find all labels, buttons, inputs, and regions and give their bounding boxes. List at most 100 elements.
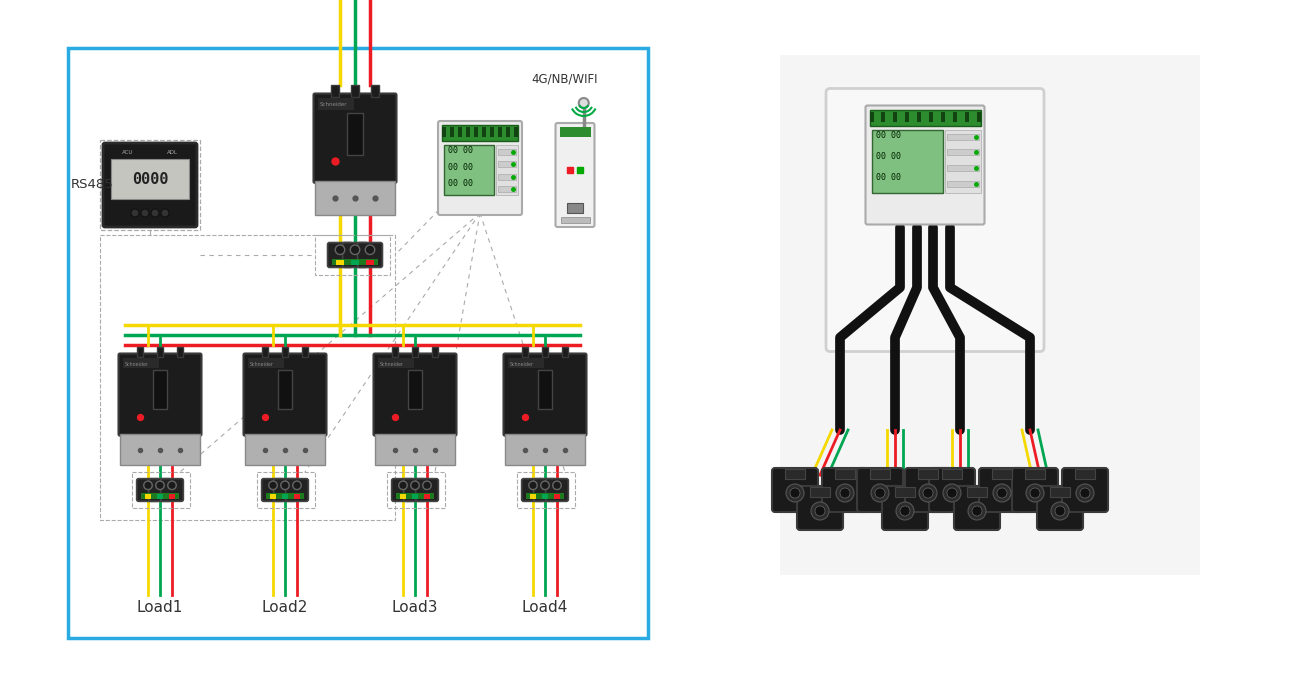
Bar <box>378 358 413 368</box>
Bar <box>351 85 359 97</box>
Bar <box>521 346 528 357</box>
Bar <box>538 493 552 499</box>
Bar <box>445 145 494 194</box>
FancyBboxPatch shape <box>391 479 415 501</box>
Circle shape <box>529 481 537 490</box>
Circle shape <box>281 481 289 490</box>
Circle shape <box>946 488 957 498</box>
Bar <box>153 370 166 409</box>
Bar <box>370 85 380 97</box>
Circle shape <box>815 506 826 516</box>
Bar <box>474 127 478 137</box>
Text: 00 00: 00 00 <box>448 179 473 188</box>
FancyBboxPatch shape <box>521 479 545 501</box>
Bar <box>870 111 874 121</box>
Bar <box>100 140 200 230</box>
FancyBboxPatch shape <box>286 479 308 501</box>
Circle shape <box>1026 484 1044 502</box>
Bar <box>785 469 805 479</box>
Bar <box>68 48 647 638</box>
Text: Schneider: Schneider <box>320 102 347 106</box>
Bar <box>395 493 411 499</box>
FancyBboxPatch shape <box>1037 486 1083 530</box>
FancyBboxPatch shape <box>358 243 382 267</box>
Bar <box>870 469 891 479</box>
Bar <box>412 346 419 357</box>
Bar <box>967 487 987 497</box>
Bar <box>870 110 980 125</box>
Bar <box>542 346 549 357</box>
Text: ADL: ADL <box>166 149 178 155</box>
Bar <box>111 159 188 199</box>
Circle shape <box>942 484 961 502</box>
Circle shape <box>896 502 914 520</box>
FancyBboxPatch shape <box>555 123 594 227</box>
Bar <box>367 260 374 265</box>
Bar <box>294 494 300 499</box>
Bar <box>992 469 1011 479</box>
Text: Load3: Load3 <box>391 600 438 615</box>
Text: 4G/NB/WIFI: 4G/NB/WIFI <box>532 72 598 85</box>
Bar <box>136 346 143 357</box>
Bar <box>945 130 980 193</box>
Circle shape <box>552 481 562 490</box>
FancyBboxPatch shape <box>273 479 296 501</box>
Bar <box>282 346 289 357</box>
Bar <box>542 494 549 499</box>
FancyBboxPatch shape <box>797 486 842 530</box>
Bar <box>550 493 564 499</box>
Bar <box>347 113 363 155</box>
Bar <box>905 111 909 121</box>
Bar <box>442 127 446 137</box>
Text: Schneider: Schneider <box>510 361 534 366</box>
Bar <box>953 111 957 121</box>
Circle shape <box>1030 488 1040 498</box>
Bar <box>835 469 855 479</box>
Bar <box>810 487 829 497</box>
Circle shape <box>140 209 150 217</box>
Bar <box>458 127 461 137</box>
Bar <box>337 260 343 265</box>
Bar <box>278 493 292 499</box>
Bar <box>408 370 421 409</box>
Bar <box>780 55 1200 575</box>
Circle shape <box>871 484 889 502</box>
Bar <box>100 235 395 520</box>
Bar <box>946 181 979 187</box>
Bar <box>450 127 454 137</box>
Bar <box>495 145 517 194</box>
Circle shape <box>411 481 419 490</box>
Bar <box>529 494 537 499</box>
FancyBboxPatch shape <box>866 106 984 224</box>
Bar <box>387 472 445 508</box>
Bar <box>942 469 962 479</box>
Bar <box>278 370 291 409</box>
FancyBboxPatch shape <box>313 93 396 183</box>
Bar <box>881 111 885 121</box>
Bar <box>514 127 517 137</box>
FancyBboxPatch shape <box>857 468 904 512</box>
Circle shape <box>144 481 152 490</box>
Text: 00 00: 00 00 <box>875 173 901 181</box>
Bar <box>871 130 942 193</box>
Bar <box>140 493 156 499</box>
Bar <box>498 149 516 155</box>
Bar <box>508 358 543 368</box>
Bar <box>332 258 348 265</box>
Circle shape <box>919 484 937 502</box>
FancyBboxPatch shape <box>954 486 1000 530</box>
Circle shape <box>269 481 277 490</box>
FancyBboxPatch shape <box>905 468 952 512</box>
Circle shape <box>968 502 985 520</box>
Bar <box>361 258 378 265</box>
FancyBboxPatch shape <box>261 479 285 501</box>
Text: 00 00: 00 00 <box>875 151 901 160</box>
Circle shape <box>151 209 159 217</box>
Circle shape <box>993 484 1011 502</box>
FancyBboxPatch shape <box>826 89 1044 351</box>
Bar <box>567 203 582 213</box>
Bar <box>559 127 590 137</box>
Bar <box>133 472 190 508</box>
Circle shape <box>997 488 1008 498</box>
FancyBboxPatch shape <box>822 468 868 512</box>
